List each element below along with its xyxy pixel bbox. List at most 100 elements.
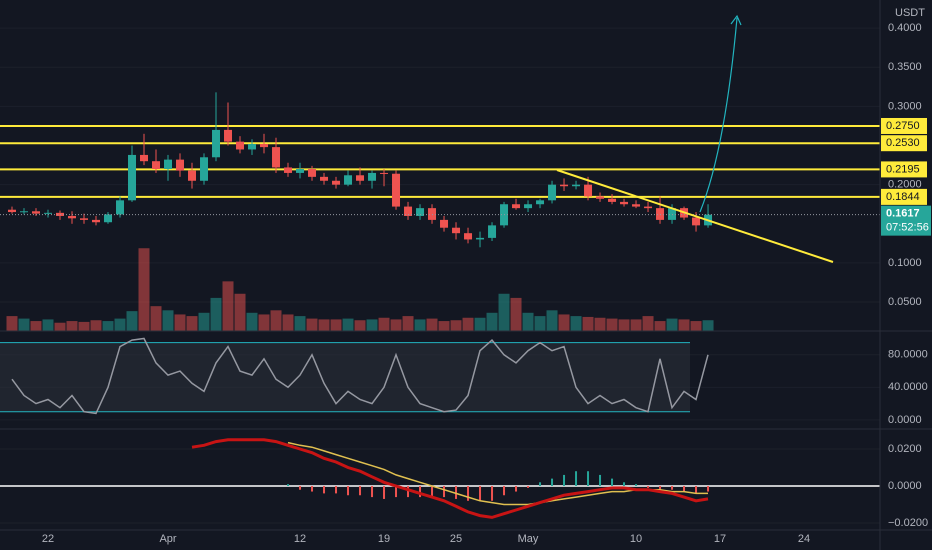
volume-bar [294, 316, 306, 331]
volume-bar [162, 310, 174, 331]
candle-body [512, 204, 521, 209]
histogram-bar [611, 478, 614, 487]
volume-bar [18, 318, 30, 331]
y-tick-label: 0.4000 [888, 22, 922, 34]
volume-bar [114, 318, 126, 331]
histogram-bar [431, 486, 434, 498]
candle-body [632, 204, 641, 207]
volume-bar [126, 311, 138, 331]
volume-bar [102, 321, 114, 331]
volume-bar [90, 320, 102, 331]
candle-body [344, 175, 353, 185]
volume-bar [666, 318, 678, 331]
last-price-label: 0.1617 [886, 208, 920, 220]
histogram-bar [479, 486, 482, 501]
histogram-bar [443, 486, 446, 498]
level-label: 0.2750 [886, 120, 920, 132]
volume-bar [486, 312, 498, 331]
histogram-bar [311, 486, 314, 492]
volume-bar [270, 310, 282, 331]
volume-bar [342, 318, 354, 331]
oscillator-line [11, 337, 709, 415]
price-layer [0, 92, 880, 248]
y-tick-label: 40.0000 [888, 381, 928, 393]
candle-body [560, 184, 569, 187]
volume-bar [234, 293, 246, 331]
histogram-bar [635, 484, 638, 487]
candle-body [584, 184, 593, 197]
histogram-bar [299, 486, 302, 490]
level-tag [881, 117, 927, 134]
volume-bar [630, 319, 642, 331]
level-label: 0.1844 [886, 191, 920, 203]
volume-bar [222, 281, 234, 331]
histogram-bar [395, 486, 398, 498]
x-tick-label: 17 [714, 533, 726, 545]
candle-body [464, 233, 473, 240]
macd-layer [191, 438, 710, 519]
volume-bar [246, 312, 258, 331]
level-label: 0.2195 [886, 163, 920, 175]
candle-body [596, 196, 605, 199]
volume-bar [678, 319, 690, 331]
y-tick-label: 0.0000 [888, 480, 922, 492]
histogram-bar [455, 486, 458, 499]
candle-body [524, 204, 533, 209]
volume-bar [402, 316, 414, 331]
candle-body [272, 147, 281, 168]
currency-label: USDT [895, 7, 925, 19]
x-tick-label: May [518, 533, 539, 545]
histogram-bar [623, 482, 626, 487]
volume-bar [330, 319, 342, 331]
volume-bar [30, 321, 42, 331]
volume-bar [438, 321, 450, 331]
volume-bar [210, 297, 222, 331]
countdown: 07:52:56 [886, 222, 929, 234]
candle-body [236, 141, 245, 150]
histogram-bar [527, 486, 530, 488]
candle-body [392, 173, 401, 207]
y-tick-label: 0.3500 [888, 61, 922, 73]
candle-body [248, 143, 257, 150]
volume-bar [702, 320, 714, 331]
volume-bar [198, 312, 210, 331]
candle-body [116, 200, 125, 215]
candle-body [692, 217, 701, 226]
volume-bar [642, 316, 654, 331]
y-tick-label: 0.3000 [888, 100, 922, 112]
candle-body [476, 237, 485, 240]
x-tick-label: 10 [630, 533, 642, 545]
volume-bar [390, 319, 402, 331]
x-tick-label: 25 [450, 533, 462, 545]
histogram-bar [419, 486, 422, 498]
candle-body [308, 169, 317, 177]
volume-bar [78, 321, 90, 331]
candle-body [404, 206, 413, 216]
histogram-bar [695, 486, 698, 494]
y-tick-label: −0.0200 [888, 517, 928, 529]
volume-bar [258, 314, 270, 331]
histogram-bar [587, 471, 590, 487]
candle-body [44, 212, 53, 214]
candle-body [368, 172, 377, 181]
x-tick-label: 22 [42, 533, 54, 545]
y-tick-label: 0.0200 [888, 443, 922, 455]
histogram-bar [659, 486, 662, 490]
candle-body [92, 219, 101, 223]
candle-body [152, 161, 161, 170]
candle-body [440, 219, 449, 228]
histogram-bar [647, 486, 650, 488]
candle-body [416, 208, 425, 216]
histogram-bar [683, 486, 686, 492]
level-label: 0.2530 [886, 137, 920, 149]
volume-bar [54, 322, 66, 331]
histogram-bar [383, 486, 386, 499]
volume-bar [690, 321, 702, 331]
level-tag [881, 135, 927, 152]
volume-bar [522, 312, 534, 331]
histogram-bar [539, 482, 542, 487]
candle-body [32, 211, 41, 214]
histogram-bar [515, 486, 518, 492]
